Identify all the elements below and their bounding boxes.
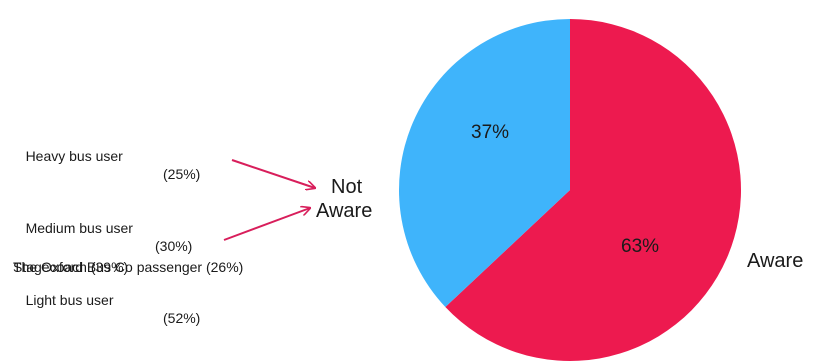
annotation-row: Medium bus user (30%) — [10, 201, 193, 273]
pie-slice-not-aware — [399, 19, 570, 308]
category-label-not-aware: Not Aware — [316, 175, 372, 223]
annotation-label: Light bus user — [25, 292, 114, 308]
annotation-label: Heavy bus user — [25, 148, 123, 164]
annotation-arrow-upper — [231, 159, 315, 188]
annotation-arrow-lower — [223, 208, 310, 241]
pie-slice-aware — [445, 19, 742, 361]
annotation-row: Stagecoach (39%) — [13, 259, 129, 275]
category-label-not-aware-line1: Not — [331, 176, 363, 198]
annotation-row: Light bus user (52%) — [10, 273, 201, 345]
category-label-not-aware-line2: Aware — [316, 200, 373, 222]
annotation-value: (52%) — [163, 310, 201, 326]
annotation-row: The Oxford Bus Co passenger (26%) — [13, 259, 244, 275]
category-label-aware: Aware — [747, 250, 804, 272]
annotation-label: Medium bus user — [25, 220, 133, 236]
slice-value-label-not-aware: 37% — [471, 122, 510, 143]
annotation-row: Heavy bus user (25%) — [10, 129, 201, 201]
annotation-group-usage: Heavy bus user (25%) Medium bus user (30… — [10, 129, 201, 345]
annotation-value: (25%) — [163, 166, 201, 182]
slice-value-label-aware: 63% — [621, 236, 660, 257]
annotation-value: (30%) — [155, 238, 193, 254]
